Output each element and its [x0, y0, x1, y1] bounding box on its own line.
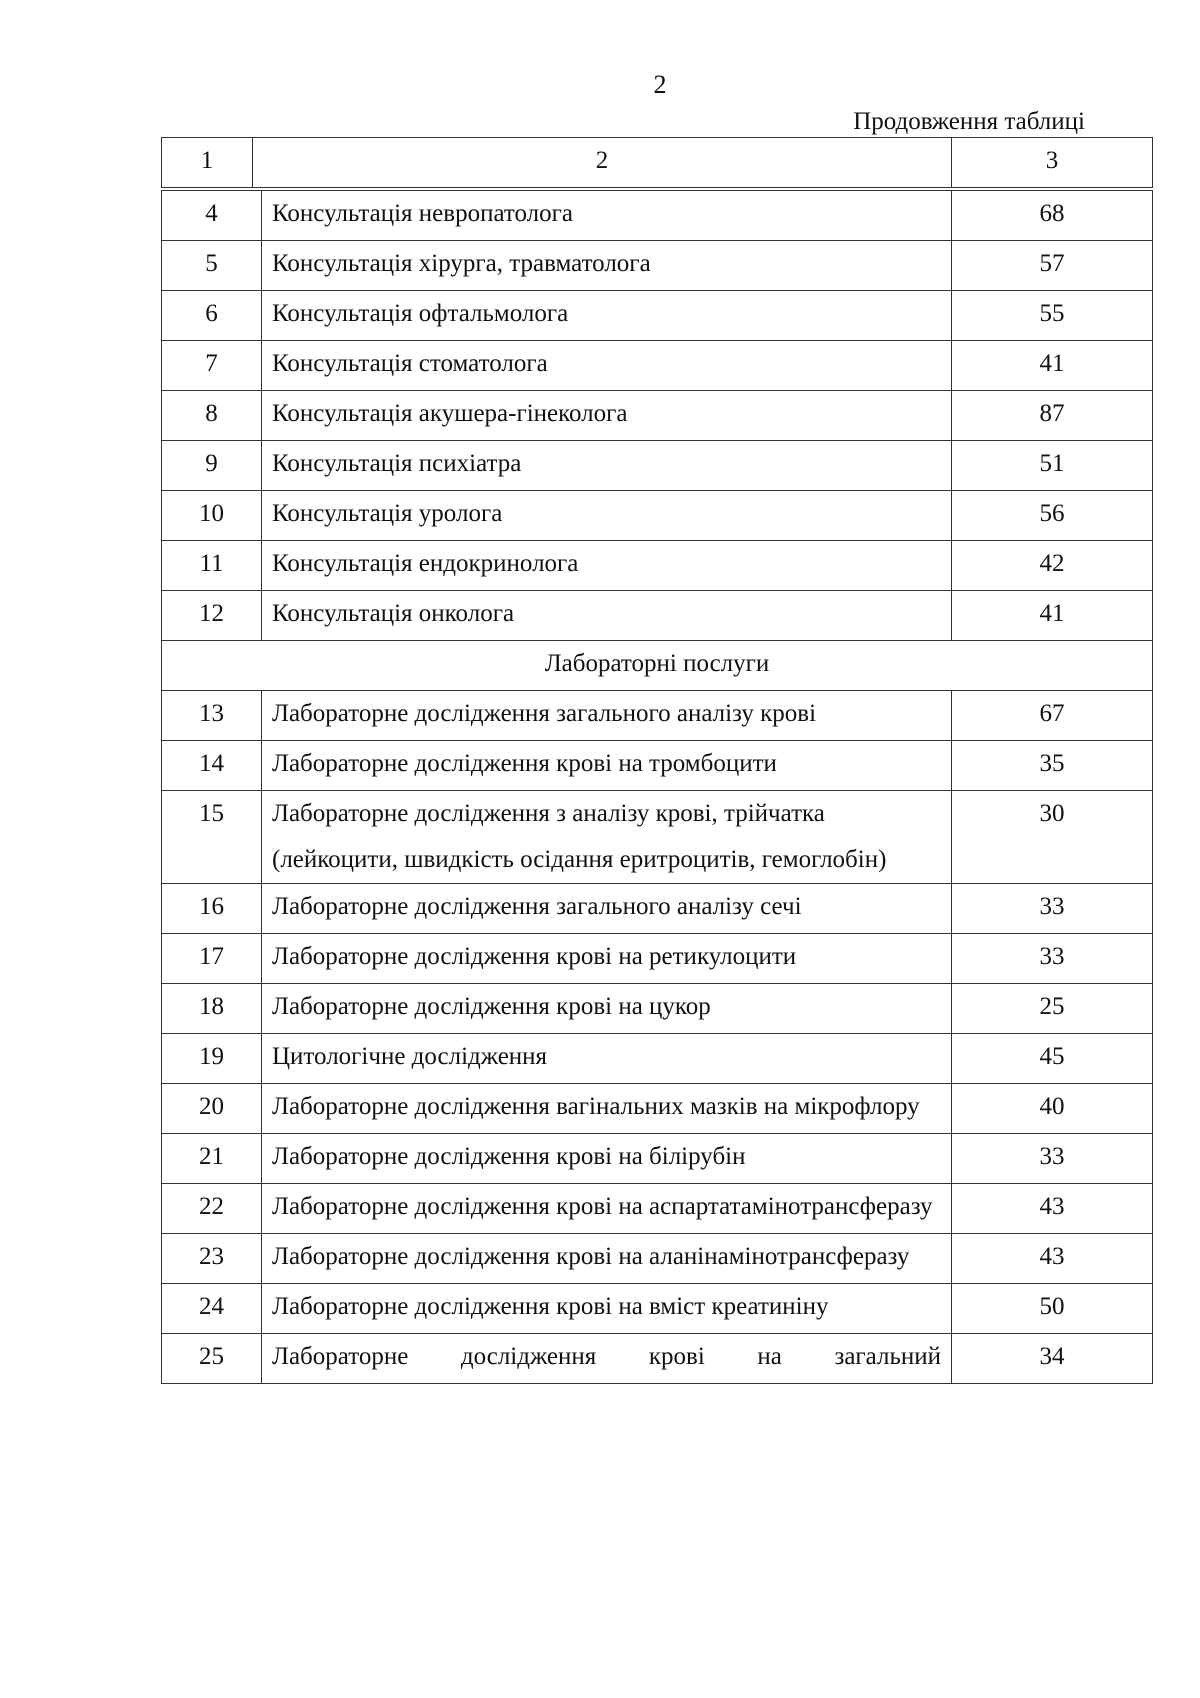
service-name: Лабораторне дослідження крові на біліруб…: [261, 1133, 952, 1184]
service-value: 56: [951, 490, 1153, 541]
section-title: Лабораторні послуги: [161, 640, 1153, 691]
services-table: 4 Консультація невропатолога 68 5 Консультац…: [161, 190, 1153, 1384]
table-header: 1 2 3: [161, 137, 1153, 188]
service-name: Консультація стоматолога: [261, 340, 952, 391]
service-name: Консультація акушера-гінеколога: [261, 390, 952, 441]
table-continuation-label: Продовження таблиці: [853, 108, 1085, 135]
header-cell-1: 1: [161, 137, 253, 188]
service-value: 33: [951, 933, 1153, 984]
service-name: Консультація уролога: [261, 490, 952, 541]
section-row: Лабораторні послуги: [161, 640, 1153, 691]
service-name: Лабораторне дослідження з аналізу крові,…: [261, 790, 952, 884]
service-value: 41: [951, 590, 1153, 641]
service-value: 33: [951, 883, 1153, 934]
service-value: 40: [951, 1083, 1153, 1134]
service-name: Лабораторне дослідження крові на цукор: [261, 983, 952, 1034]
table-row: 19 Цитологічне дослідження 45: [161, 1033, 1153, 1084]
table-row: 22 Лабораторне дослідження крові на аспар…: [161, 1183, 1153, 1234]
table-row: 23 Лабораторне дослідження крові на алані…: [161, 1233, 1153, 1284]
table-row: 5 Консультація хірурга, травматолога 57: [161, 240, 1153, 291]
row-number: 22: [161, 1183, 262, 1234]
table-row: 7 Консультація стоматолога 41: [161, 340, 1153, 391]
table-row: 16 Лабораторне дослідження загального ана…: [161, 883, 1153, 934]
table-row: 12 Консультація онколога 41: [161, 590, 1153, 641]
service-name: Консультація онколога: [261, 590, 952, 641]
row-number: 14: [161, 740, 262, 791]
service-name: Лабораторне дослідження крові на аспарта…: [261, 1183, 952, 1234]
service-value: 43: [951, 1183, 1153, 1234]
row-number: 12: [161, 590, 262, 641]
service-value: 55: [951, 290, 1153, 341]
table-row: 21 Лабораторне дослідження крові на білір…: [161, 1133, 1153, 1184]
service-name: Лабораторне дослідження крові на ретикул…: [261, 933, 952, 984]
service-value: 42: [951, 540, 1153, 591]
table-row: 11 Консультація ендокринолога 42: [161, 540, 1153, 591]
service-value: 41: [951, 340, 1153, 391]
row-number: 13: [161, 690, 262, 741]
row-number: 8: [161, 390, 262, 441]
service-name: Консультація ендокринолога: [261, 540, 952, 591]
service-name: Лабораторне дослідження крові на вміст к…: [261, 1283, 952, 1334]
row-number: 10: [161, 490, 262, 541]
service-name: Лабораторне дослідження крові на аланіна…: [261, 1233, 952, 1284]
row-number: 7: [161, 340, 262, 391]
service-name: Лабораторне дослідження крові на тромбоц…: [261, 740, 952, 791]
service-value: 30: [951, 790, 1153, 884]
header-row: 1 2 3: [161, 137, 1153, 188]
row-number: 19: [161, 1033, 262, 1084]
service-name: Лабораторне дослідження вагінальних мазк…: [261, 1083, 952, 1134]
row-number: 9: [161, 440, 262, 491]
service-value: 45: [951, 1033, 1153, 1084]
service-name: Консультація психіатра: [261, 440, 952, 491]
service-name: Лабораторне дослідження загального аналі…: [261, 883, 952, 934]
service-name: Лабораторне дослідження крові на загальн…: [261, 1333, 952, 1384]
page-number: 2: [653, 70, 667, 99]
header-cell-3: 3: [951, 137, 1153, 188]
table-row: 13 Лабораторне дослідження загального ана…: [161, 690, 1153, 741]
row-number: 21: [161, 1133, 262, 1184]
service-name: Консультація офтальмолога: [261, 290, 952, 341]
row-number: 23: [161, 1233, 262, 1284]
service-value: 34: [951, 1333, 1153, 1384]
service-value: 35: [951, 740, 1153, 791]
table-row: 25 Лабораторне дослідження крові на загал…: [161, 1333, 1153, 1384]
header-cell-2: 2: [252, 137, 952, 188]
service-value: 51: [951, 440, 1153, 491]
row-number: 6: [161, 290, 262, 341]
table-row: 10 Консультація уролога 56: [161, 490, 1153, 541]
table-row: 9 Консультація психіатра 51: [161, 440, 1153, 491]
service-value: 67: [951, 690, 1153, 741]
row-number: 18: [161, 983, 262, 1034]
row-number: 15: [161, 790, 262, 884]
service-value: 33: [951, 1133, 1153, 1184]
row-number: 24: [161, 1283, 262, 1334]
service-value: 50: [951, 1283, 1153, 1334]
table-row: 14 Лабораторне дослідження крові на тромб…: [161, 740, 1153, 791]
row-number: 16: [161, 883, 262, 934]
table-row: 18 Лабораторне дослідження крові на цукор…: [161, 983, 1153, 1034]
row-number: 5: [161, 240, 262, 291]
service-value: 43: [951, 1233, 1153, 1284]
service-name: Лабораторне дослідження загального аналі…: [261, 690, 952, 741]
row-number: 25: [161, 1333, 262, 1384]
service-name: Консультація хірурга, травматолога: [261, 240, 952, 291]
table-row: 24 Лабораторне дослідження крові на вміст…: [161, 1283, 1153, 1334]
service-value: 57: [951, 240, 1153, 291]
table-row: 8 Консультація акушера-гінеколога 87: [161, 390, 1153, 441]
row-number: 11: [161, 540, 262, 591]
service-value: 25: [951, 983, 1153, 1034]
row-number: 17: [161, 933, 262, 984]
table-row: 4 Консультація невропатолога 68: [161, 190, 1153, 241]
service-value: 68: [951, 190, 1153, 241]
table-row: 15 Лабораторне дослідження з аналізу кров…: [161, 790, 1153, 884]
service-name: Консультація невропатолога: [261, 190, 952, 241]
table-row: 6 Консультація офтальмолога 55: [161, 290, 1153, 341]
service-value: 87: [951, 390, 1153, 441]
service-name: Цитологічне дослідження: [261, 1033, 952, 1084]
table-row: 20 Лабораторне дослідження вагінальних ма…: [161, 1083, 1153, 1134]
row-number: 20: [161, 1083, 262, 1134]
row-number: 4: [161, 190, 262, 241]
table-row: 17 Лабораторне дослідження крові на ретик…: [161, 933, 1153, 984]
